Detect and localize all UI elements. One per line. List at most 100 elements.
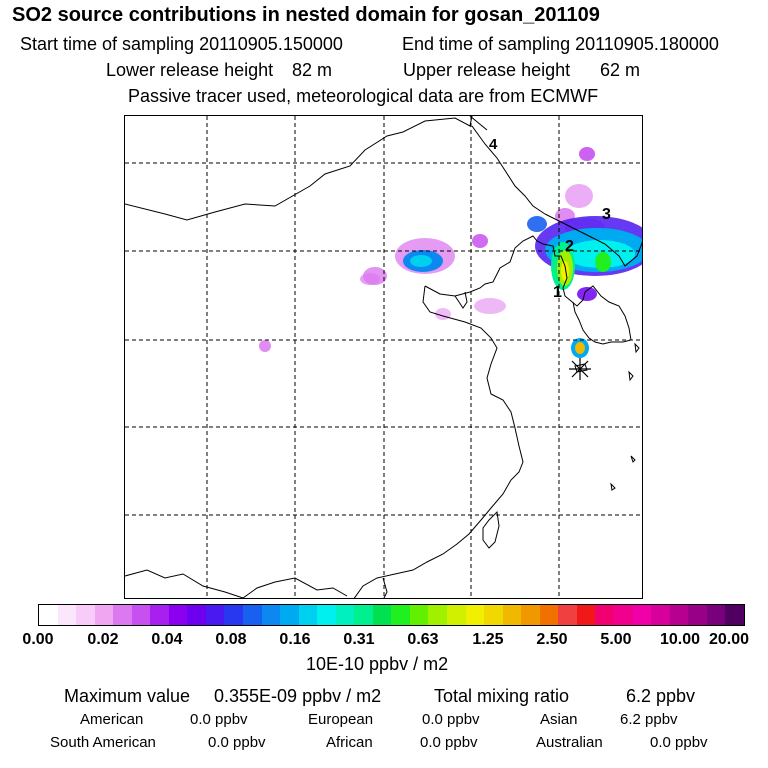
island-small: [628, 370, 634, 382]
color-swatch: [335, 605, 355, 625]
scale-tick-label: 5.00: [600, 631, 632, 648]
region-value: 0.0 ppbv: [208, 734, 266, 751]
upper-release-label: Upper release height: [403, 60, 571, 80]
site-label-1: 1: [553, 284, 562, 301]
color-swatch: [521, 605, 540, 625]
color-swatch: [447, 605, 466, 625]
color-swatch: [150, 605, 169, 625]
plume-blob: [561, 261, 569, 281]
scale-tick-label: 1.25: [472, 631, 504, 648]
region-value: 0.0 ppbv: [420, 734, 478, 751]
lower-release-value: 82 m: [292, 60, 333, 80]
color-swatch: [39, 605, 58, 625]
border-line: [382, 577, 388, 598]
scale-tick-label: 0.00: [22, 631, 54, 648]
color-swatch: [409, 605, 429, 625]
plume-blob: [577, 287, 597, 301]
coastline-layer: [125, 116, 642, 598]
border-line: [125, 116, 473, 221]
region-value: 0.0 ppbv: [190, 711, 248, 728]
plume-blob: [565, 184, 593, 208]
color-swatch: [354, 605, 373, 625]
color-swatch: [243, 605, 262, 625]
lower-release-label: Lower release height: [106, 60, 274, 80]
region-name: South American: [50, 734, 156, 751]
site-label-3: 3: [602, 206, 611, 223]
color-swatch: [465, 605, 485, 625]
region-value: 6.2 ppbv: [620, 711, 678, 728]
scale-tick-label: 10.00: [659, 631, 701, 648]
scale-tick-label: 0.31: [343, 631, 375, 648]
color-swatch: [372, 605, 392, 625]
color-swatch: [688, 605, 707, 625]
graticule: [125, 116, 642, 598]
scale-tick-label: 0.08: [215, 631, 247, 648]
tracer-note: Passive tracer used, meteorological data…: [128, 86, 599, 106]
color-swatch: [706, 605, 726, 625]
max-value-label: Maximum value: [64, 686, 191, 706]
end-time-label: End time of sampling 20110905.180000: [402, 34, 719, 54]
map-canvas: [125, 116, 642, 598]
plume-blob: [259, 340, 271, 352]
scale-tick-label: 20.00: [708, 631, 750, 648]
island-taiwan: [482, 510, 500, 549]
region-value: 0.0 ppbv: [650, 734, 708, 751]
coastline: [544, 213, 642, 267]
color-swatch: [131, 605, 151, 625]
site-label-2: 2: [565, 238, 574, 255]
scale-tick-label: 0.16: [279, 631, 311, 648]
color-swatch: [76, 605, 95, 625]
region-name: African: [326, 734, 373, 751]
plume-blob: [579, 147, 595, 161]
scale-tick-label: 0.04: [151, 631, 183, 648]
coastline: [424, 235, 632, 345]
color-swatch: [391, 605, 410, 625]
scale-tick-label: 0.02: [87, 631, 119, 648]
max-value: 0.355E-09 ppbv / m2: [214, 686, 382, 706]
site-label-4: 4: [489, 136, 498, 153]
region-value: 0.0 ppbv: [422, 711, 480, 728]
border-line: [469, 116, 488, 131]
upper-release-value: 62 m: [600, 60, 641, 80]
scale-tick-label: 0.63: [407, 631, 439, 648]
island-jeju: [574, 363, 588, 373]
color-swatch: [280, 605, 299, 625]
coastline: [353, 285, 524, 598]
color-swatch: [261, 605, 281, 625]
region-name: Asian: [540, 711, 578, 728]
color-swatch: [168, 605, 188, 625]
coastline: [454, 291, 468, 309]
scale-tick-label: 2.50: [536, 631, 568, 648]
color-swatch: [224, 605, 244, 625]
color-swatch: [428, 605, 448, 625]
color-swatch: [187, 605, 206, 625]
color-swatch: [57, 605, 77, 625]
plume-blob: [527, 216, 547, 232]
color-swatch: [298, 605, 318, 625]
plume-blob: [360, 273, 380, 285]
region-name: American: [80, 711, 144, 728]
start-time-label: Start time of sampling 20110905.150000: [20, 34, 343, 54]
asterisk-icon: [569, 358, 591, 380]
region-name: European: [308, 711, 374, 728]
page-title: SO2 source contributions in nested domai…: [12, 4, 600, 26]
color-swatch: [558, 605, 577, 625]
color-swatch: [539, 605, 559, 625]
region-name: Australian: [536, 734, 603, 751]
color-swatch: [94, 605, 114, 625]
color-swatch: [725, 605, 744, 625]
color-swatch: [669, 605, 689, 625]
color-swatch: [502, 605, 522, 625]
color-swatch: [317, 605, 336, 625]
plume-blob: [575, 342, 585, 354]
color-scale-bar: [38, 604, 745, 626]
color-swatch: [613, 605, 633, 625]
plume-blob: [410, 255, 432, 267]
island-small: [630, 455, 636, 463]
total-mixing-label: Total mixing ratio: [434, 686, 570, 706]
plume-blob: [474, 298, 506, 314]
border-line: [125, 569, 348, 598]
color-swatch: [632, 605, 652, 625]
color-swatch: [651, 605, 670, 625]
color-scale-ticks: 0.00 0.02 0.04 0.08 0.16 0.31 0.63 1.25 …: [0, 631, 768, 653]
